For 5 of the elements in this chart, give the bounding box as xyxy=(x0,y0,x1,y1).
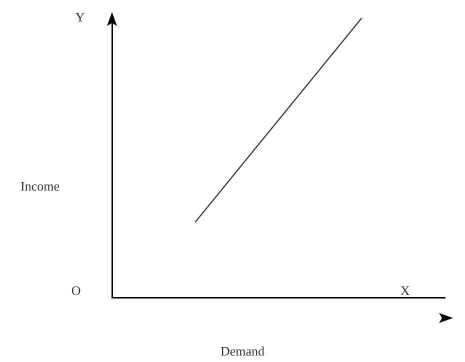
text: Y xyxy=(75,9,86,24)
x-axis-title: Demand xyxy=(220,343,266,358)
text: O xyxy=(71,283,81,298)
y-axis-title: Income xyxy=(20,178,60,194)
annotation: X xyxy=(400,283,410,298)
